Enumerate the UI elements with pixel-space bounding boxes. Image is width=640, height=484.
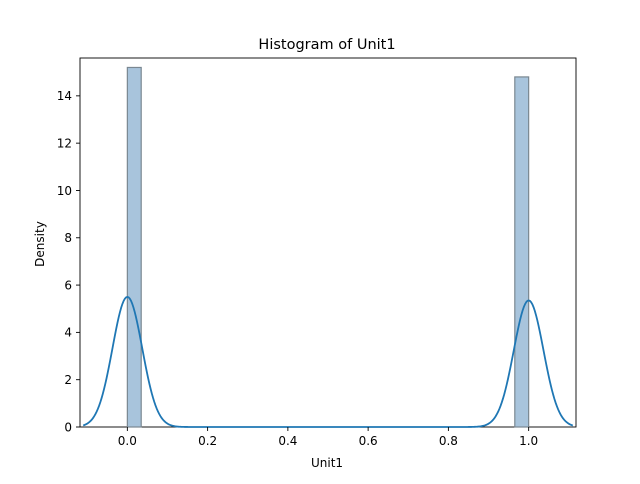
x-axis-label: Unit1: [311, 456, 343, 470]
kde-line: [82, 295, 574, 428]
x-tick-label: 0.2: [198, 434, 217, 448]
y-tick-label: 8: [64, 231, 72, 245]
histogram-bar-1: [126, 66, 142, 428]
y-tick-label: 4: [64, 326, 72, 340]
x-tick-label: 1.0: [519, 434, 538, 448]
histogram-bars: [126, 66, 530, 428]
x-tick-label: 0.4: [278, 434, 297, 448]
histogram-bar-2: [514, 76, 530, 428]
x-tick-label: 0.0: [118, 434, 137, 448]
chart-title: Histogram of Unit1: [258, 37, 395, 53]
y-tick-label: 6: [64, 278, 72, 292]
x-axis-ticks: 0.0 0.2 0.4 0.6 0.8 1.0: [118, 427, 538, 448]
y-tick-label: 2: [64, 373, 72, 387]
y-axis-label: Density: [33, 221, 47, 267]
axes-frame: [79, 57, 577, 428]
x-tick-label: 0.8: [439, 434, 458, 448]
y-tick-label: 14: [57, 89, 72, 103]
y-tick-label: 12: [57, 136, 72, 150]
y-tick-label: 0: [64, 420, 72, 434]
y-tick-label: 10: [57, 184, 72, 198]
x-tick-label: 0.6: [359, 434, 378, 448]
y-axis-ticks: 0 2 4 6 8 10 12 14: [57, 89, 80, 434]
plot-area: [79, 57, 577, 428]
